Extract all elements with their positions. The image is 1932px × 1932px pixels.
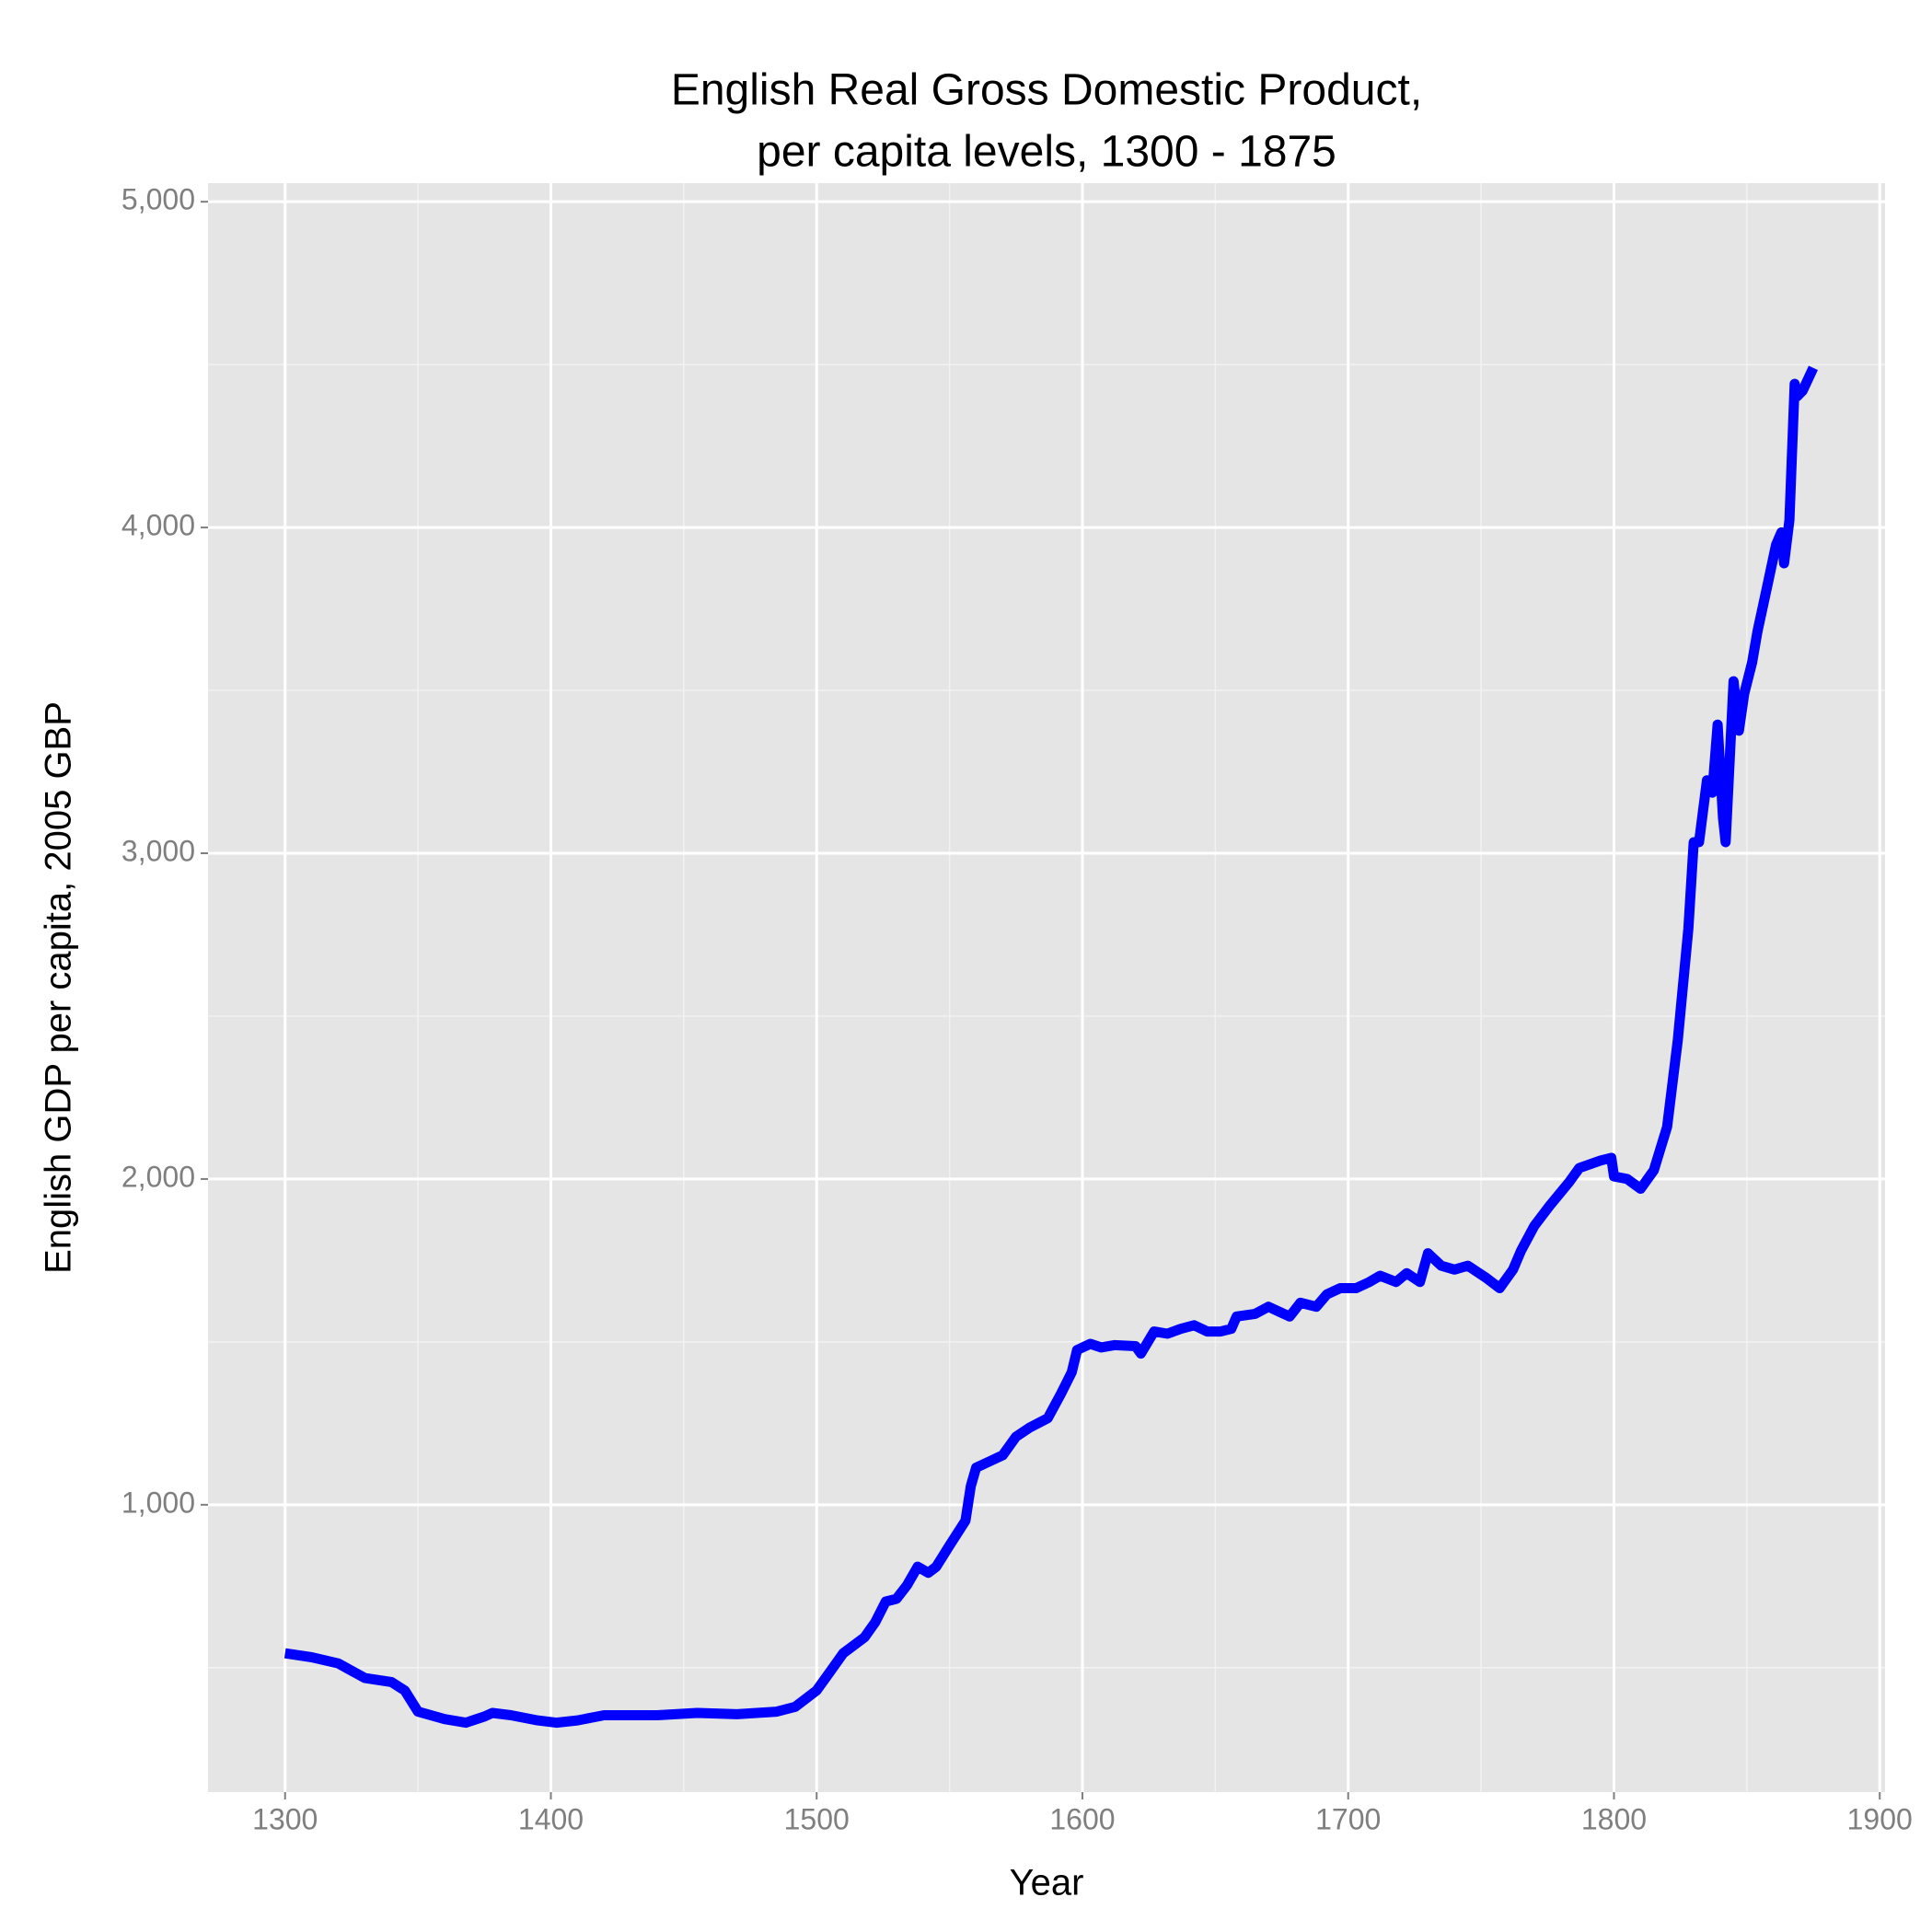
chart-title: English Real Gross Domestic Product,	[671, 66, 1422, 115]
data-line	[283, 365, 1818, 1729]
y-tick-label: 4,000	[121, 509, 195, 542]
chart-title: per capita levels, 1300 - 1875	[757, 128, 1336, 177]
y-tick-label: 3,000	[121, 834, 195, 867]
y-tick-label: 2,000	[121, 1160, 195, 1193]
x-tick-label: 1500	[784, 1802, 850, 1835]
x-tick-label: 1300	[252, 1802, 318, 1835]
x-tick-label: 1700	[1315, 1802, 1381, 1835]
plot-panel	[208, 183, 1885, 1792]
x-tick-label: 1900	[1847, 1802, 1913, 1835]
x-axis-label: Year	[1010, 1863, 1084, 1903]
x-tick-label: 1800	[1581, 1802, 1647, 1835]
y-axis-label: English GDP per capita, 2005 GBP	[39, 701, 79, 1274]
y-tick-label: 5,000	[121, 183, 195, 216]
x-tick-label: 1400	[518, 1802, 584, 1835]
y-tick-label: 1,000	[121, 1486, 195, 1519]
x-tick-label: 1600	[1049, 1802, 1115, 1835]
